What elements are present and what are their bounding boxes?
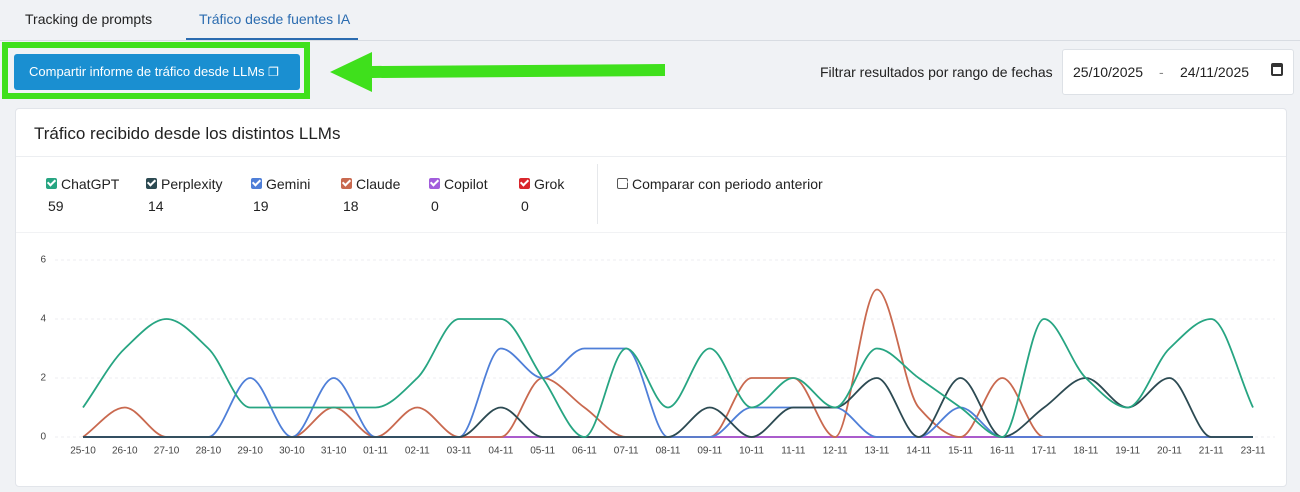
x-tick-label: 19-11: [1115, 446, 1140, 457]
tab-active[interactable]: Tráfico desde fuentes IA: [199, 11, 351, 27]
line-series: [83, 347, 1253, 438]
legend-name: Gemini: [266, 176, 311, 192]
date-end: 24/11/2025: [1180, 64, 1250, 80]
x-tick-label: 18-11: [1073, 446, 1098, 457]
y-tick-label: 2: [40, 373, 46, 384]
x-tick-label: 11-11: [781, 446, 806, 457]
compare-checkbox[interactable]: Comparar con periodo anterior: [617, 176, 823, 192]
checkbox: [341, 178, 352, 189]
x-tick-label: 15-11: [948, 446, 973, 457]
line-series: [83, 377, 1253, 438]
tab[interactable]: Tracking de prompts: [25, 11, 153, 27]
x-tick-label: 09-11: [697, 446, 722, 457]
checkbox: [617, 178, 628, 189]
checkbox: [519, 178, 530, 189]
x-tick-label: 28-10: [196, 446, 222, 457]
legend-total: 59: [48, 198, 64, 214]
x-tick-label: 21-11: [1199, 446, 1224, 457]
x-tick-label: 26-10: [112, 446, 138, 457]
x-tick-label: 07-11: [614, 446, 639, 457]
legend-total: 14: [148, 198, 164, 214]
x-tick-label: 30-10: [279, 446, 305, 457]
line-series: [82, 288, 1253, 438]
y-tick-label: 0: [40, 432, 46, 443]
date-start: 25/10/2025: [1073, 64, 1144, 80]
divider: [16, 232, 1286, 233]
calendar-icon: [1271, 63, 1283, 76]
tab-underline: [186, 38, 358, 40]
x-tick-label: 06-11: [572, 446, 597, 457]
tab-bar: Tracking de prompts Tráfico desde fuente…: [0, 0, 1300, 41]
x-tick-label: 25-10: [70, 446, 96, 457]
legend-total: 0: [431, 198, 439, 214]
checkbox: [251, 178, 262, 189]
legend-item[interactable]: ChatGPT: [46, 176, 119, 192]
compare-label: Comparar con periodo anterior: [632, 176, 823, 192]
x-tick-label: 16-11: [990, 446, 1015, 457]
x-tick-label: 31-10: [321, 446, 347, 457]
x-tick-label: 13-11: [865, 446, 890, 457]
legend-total: 19: [253, 198, 269, 214]
x-tick-label: 02-11: [405, 446, 430, 457]
arrow: [330, 52, 665, 92]
line-series: [82, 318, 1254, 438]
y-tick-label: 6: [40, 255, 46, 266]
legend-name: Claude: [356, 176, 401, 192]
x-tick-label: 20-11: [1157, 446, 1182, 457]
legend-name: Perplexity: [161, 176, 223, 192]
x-tick-label: 08-11: [656, 446, 681, 457]
checkbox: [429, 178, 440, 189]
legend-name: ChatGPT: [61, 176, 120, 192]
legend-name: Copilot: [444, 176, 488, 192]
filter-label: Filtrar resultados por rango de fechas: [820, 64, 1053, 80]
x-tick-label: 29-10: [237, 446, 263, 457]
legend-total: 18: [343, 198, 359, 214]
divider: [597, 164, 598, 224]
x-tick-label: 17-11: [1032, 446, 1057, 457]
legend-item[interactable]: Grok: [519, 176, 564, 192]
x-tick-label: 27-10: [154, 446, 180, 457]
card-title: Tráfico recibido desde los distintos LLM…: [34, 124, 341, 143]
checkbox: [146, 178, 157, 189]
divider: [16, 156, 1286, 157]
x-tick-label: 05-11: [530, 446, 555, 457]
date-separator: -: [1159, 64, 1164, 80]
x-tick-label: 23-11: [1241, 446, 1266, 457]
copy-icon: ❐: [268, 65, 279, 79]
x-tick-label: 10-11: [739, 446, 764, 457]
x-tick-label: 14-11: [906, 446, 931, 457]
x-tick-label: 01-11: [363, 446, 388, 457]
x-tick-label: 12-11: [823, 446, 848, 457]
x-tick-label: 03-11: [447, 446, 472, 457]
checkbox: [46, 178, 57, 189]
button-label: Compartir informe de tráfico desde LLMs: [29, 64, 265, 79]
x-tick-label: 04-11: [488, 446, 513, 457]
highlight-box: [2, 42, 310, 99]
y-tick-label: 4: [40, 314, 46, 325]
legend-item[interactable]: Perplexity: [146, 176, 222, 192]
date-range[interactable]: 25/10/2025 - 24/11/2025: [1062, 49, 1294, 95]
legend-total: 0: [521, 198, 529, 214]
chart-card: Tráfico recibido desde los distintos LLM…: [15, 108, 1287, 487]
share-button[interactable]: Compartir informe de tráfico desde LLMs …: [14, 54, 300, 90]
legend-item[interactable]: Gemini: [251, 176, 310, 192]
legend-item[interactable]: Copilot: [429, 176, 488, 192]
legend-name: Grok: [534, 176, 565, 192]
legend-item[interactable]: Claude: [341, 176, 400, 192]
